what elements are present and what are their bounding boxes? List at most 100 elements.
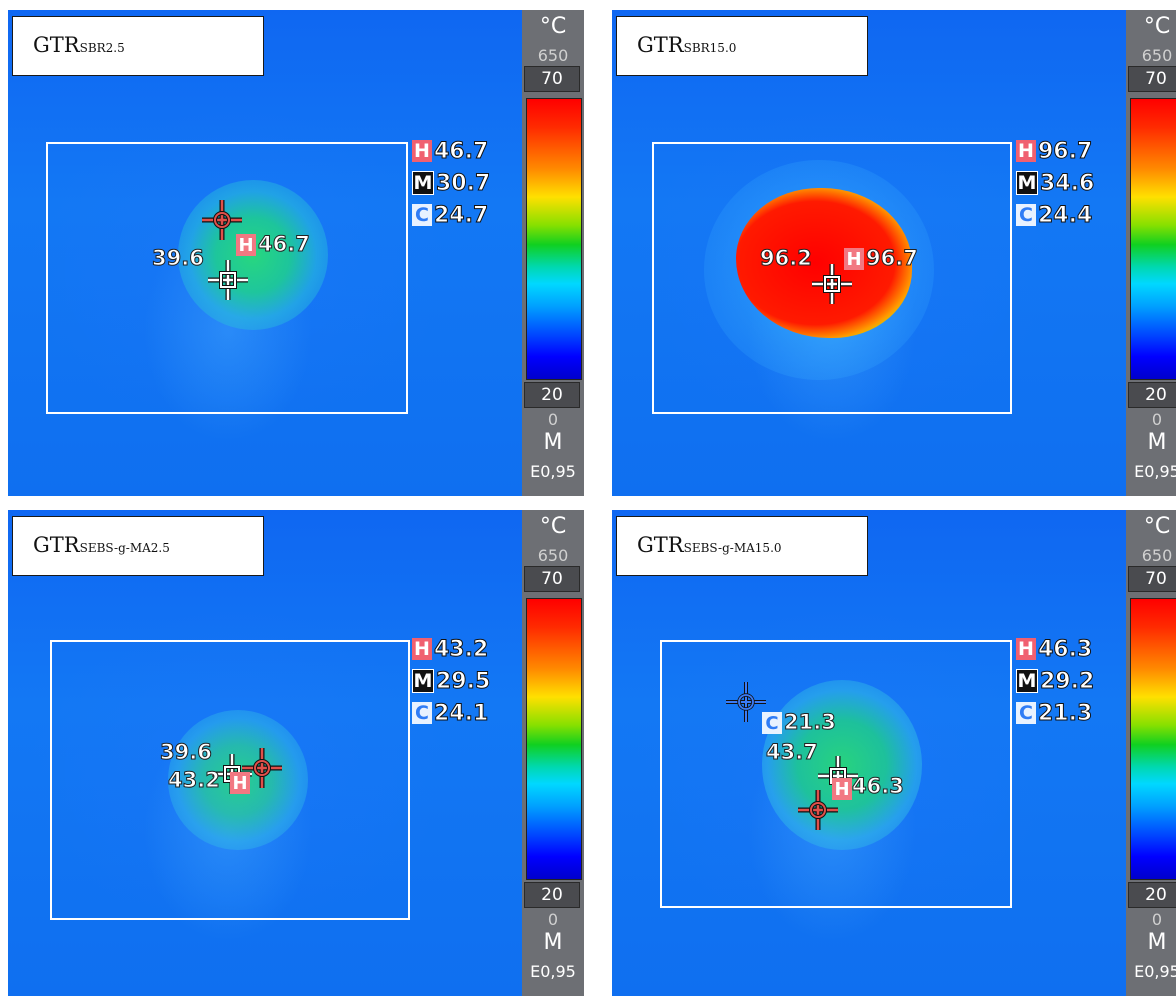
- stat-mean: M 29.5: [412, 668, 491, 694]
- mean-tag: M: [1016, 171, 1038, 195]
- mean-value: 30.7: [435, 170, 491, 196]
- measurement-area: [652, 142, 1012, 414]
- hotspot-tag: H: [844, 248, 864, 270]
- mean-value: 29.2: [1039, 668, 1095, 694]
- heat-spot: [736, 188, 912, 338]
- center-point-value: 96.2: [760, 246, 813, 271]
- high-tag: H: [1016, 140, 1036, 162]
- scale-max: 70: [524, 566, 580, 592]
- center-crosshair-icon: [208, 260, 248, 300]
- scale-unit: °C: [1143, 514, 1171, 539]
- scale-max: 70: [524, 66, 580, 92]
- hotspot-tag: H: [230, 772, 250, 794]
- sample-label-main: GTR: [637, 33, 684, 57]
- high-value: 46.7: [433, 138, 489, 164]
- scale-unit: °C: [539, 514, 567, 539]
- measurement-area: [50, 640, 410, 920]
- hotspot-tag: H: [832, 778, 852, 800]
- scale-range: 650: [1141, 546, 1173, 565]
- hotspot-tag: H: [236, 234, 256, 256]
- center-point-value: 39.6: [152, 246, 205, 271]
- color-bar: [1130, 598, 1176, 880]
- cold-value: 24.1: [433, 700, 489, 726]
- hotspot-value: 46.3: [852, 774, 905, 799]
- center-crosshair-icon: [818, 756, 858, 796]
- stat-cold: C 24.4: [1016, 202, 1093, 228]
- scale-min: 20: [524, 382, 580, 408]
- scale-min: 20: [1128, 382, 1176, 408]
- emissivity-label: E0,95: [1134, 962, 1176, 981]
- emissivity-label: E0,95: [530, 462, 576, 481]
- sample-label-box: GTRSBR2.5: [12, 16, 264, 76]
- color-bar: [526, 98, 582, 380]
- mean-tag: M: [412, 171, 434, 195]
- stat-high: H 46.7: [412, 138, 489, 164]
- sample-label-box: GTRSEBS-g-MA2.5: [12, 516, 264, 576]
- scale-max: 70: [1128, 66, 1176, 92]
- mean-tag: M: [412, 669, 434, 693]
- cold-crosshair-icon: [726, 682, 766, 722]
- temperature-scale: °C 650 70 20 0 M E0,95: [522, 510, 584, 996]
- mean-tag: M: [1016, 669, 1038, 693]
- scale-zero: 0: [1151, 910, 1163, 929]
- hotspot-value: 96.7: [866, 246, 919, 271]
- high-tag: H: [1016, 638, 1036, 660]
- hot-crosshair-icon: [242, 748, 282, 788]
- stat-mean: M 34.6: [1016, 170, 1095, 196]
- scale-range: 650: [537, 46, 569, 65]
- high-value: 46.3: [1037, 636, 1093, 662]
- stat-high: H 46.3: [1016, 636, 1093, 662]
- sample-label-sub: SBR2.5: [79, 41, 125, 55]
- hot-crosshair-icon: [202, 200, 242, 240]
- center-crosshair-icon: [812, 264, 852, 304]
- high-tag: H: [412, 638, 432, 660]
- cold-value: 21.3: [1037, 700, 1093, 726]
- thermal-image-panel: GTRSBR15.0 H 96.7 M 34.6 C 24.4 96.2 H 96.7…: [612, 10, 1176, 496]
- sample-label-main: GTR: [33, 533, 80, 557]
- color-bar: [1130, 98, 1176, 380]
- temperature-scale: °C 650 70 20 0 M E0,95: [1126, 10, 1176, 496]
- stat-high: H 43.2: [412, 636, 489, 662]
- scale-zero: 0: [1151, 410, 1163, 429]
- sample-label-box: GTRSEBS-g-MA15.0: [616, 516, 868, 576]
- scale-min: 20: [1128, 882, 1176, 908]
- color-bar: [526, 598, 582, 880]
- scale-unit: °C: [1143, 14, 1171, 39]
- thermal-image-panel: GTRSEBS-g-MA15.0 H 46.3 M 29.2 C 21.3 C 21.…: [612, 510, 1176, 996]
- sample-label-main: GTR: [33, 33, 80, 57]
- coldspot-tag: C: [762, 712, 782, 734]
- scale-max: 70: [1128, 566, 1176, 592]
- temperature-scale: °C 650 70 20 0 M E0,95: [522, 10, 584, 496]
- sample-label-sub: SEBS-g-MA15.0: [683, 541, 782, 555]
- scale-range: 650: [1141, 46, 1173, 65]
- coldspot-value: 21.3: [784, 710, 837, 735]
- thermal-image-panel: GTRSEBS-g-MA2.5 H 43.2 M 29.5 C 24.1 39.6 4…: [8, 510, 584, 996]
- stat-cold: C 24.1: [412, 700, 489, 726]
- center-point-value: 39.6: [160, 740, 213, 765]
- stat-mean: M 29.2: [1016, 668, 1095, 694]
- emissivity-label: E0,95: [530, 962, 576, 981]
- high-tag: H: [412, 140, 432, 162]
- center-point-value: 43.7: [766, 740, 819, 765]
- cold-tag: C: [412, 702, 432, 724]
- cold-tag: C: [1016, 702, 1036, 724]
- scale-unit: °C: [539, 14, 567, 39]
- high-value: 96.7: [1037, 138, 1093, 164]
- scale-mode: M: [1147, 930, 1167, 955]
- hotspot-value: 46.7: [258, 232, 311, 257]
- mean-value: 29.5: [435, 668, 491, 694]
- high-value: 43.2: [433, 636, 489, 662]
- scale-mode: M: [1147, 430, 1167, 455]
- sample-label-main: GTR: [637, 533, 684, 557]
- cold-value: 24.4: [1037, 202, 1093, 228]
- scale-min: 20: [524, 882, 580, 908]
- hotspot-value: 43.2: [168, 768, 221, 793]
- scale-range: 650: [537, 546, 569, 565]
- mean-value: 34.6: [1039, 170, 1095, 196]
- cold-value: 24.7: [433, 202, 489, 228]
- stat-cold: C 24.7: [412, 202, 489, 228]
- stat-cold: C 21.3: [1016, 700, 1093, 726]
- measurement-area: [46, 142, 408, 414]
- scale-zero: 0: [547, 910, 559, 929]
- scale-zero: 0: [547, 410, 559, 429]
